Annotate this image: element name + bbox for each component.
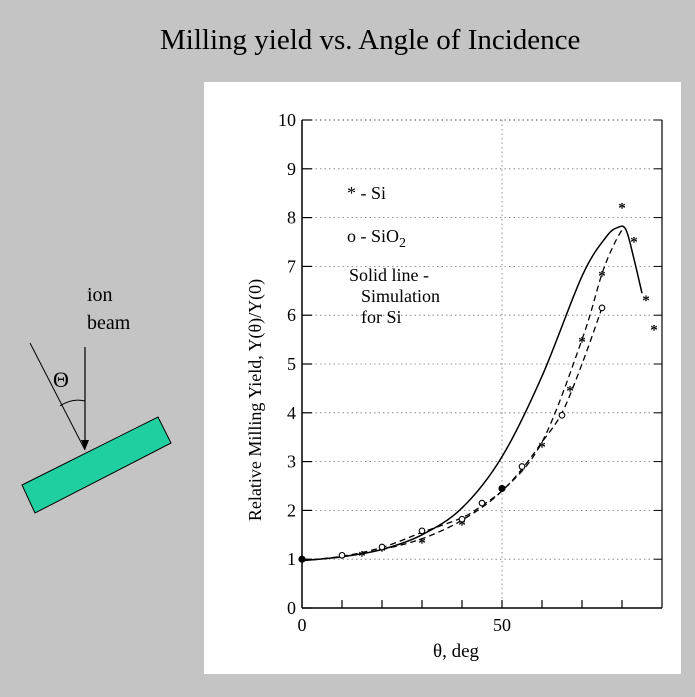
point-filled-1-6 xyxy=(498,484,506,492)
point-si-2: * xyxy=(358,548,366,564)
y-tick-label-7: 7 xyxy=(287,256,296,276)
y-tick-label-10: 10 xyxy=(278,110,296,130)
y-tick-label-1: 1 xyxy=(287,549,296,569)
data-points: ************* xyxy=(298,200,658,566)
point-si-13: * xyxy=(642,293,650,309)
y-axis-label: Relative Milling Yield, Y(θ)/Y(0) xyxy=(245,279,266,521)
angle-arc xyxy=(59,399,86,407)
curve-dashed-4 xyxy=(301,307,603,562)
x-tick-label-50: 50 xyxy=(493,615,511,635)
point-si-3: * xyxy=(378,543,386,559)
point-si-5: * xyxy=(458,518,466,534)
chart-panel: 0 1 2 3 4 5 6 7 8 9 10 0 50 ************* θ, deg Rel… xyxy=(204,82,681,674)
ion-label: ion xyxy=(87,284,113,306)
point-si-12: * xyxy=(630,235,638,251)
x-tick-label-0: 0 xyxy=(298,615,307,635)
y-tick-label-5: 5 xyxy=(287,354,296,374)
point-si-14: * xyxy=(650,322,658,338)
point-si-10: * xyxy=(598,269,606,285)
point-sio2-5 xyxy=(478,499,486,507)
point-sio2-8 xyxy=(558,411,566,419)
point-filled-1-0 xyxy=(298,555,306,563)
ion-beam-line xyxy=(29,342,86,451)
point-sio2-3 xyxy=(418,527,426,535)
legend-si: * - Si xyxy=(347,183,386,203)
point-si-8: * xyxy=(566,383,574,399)
legend-sio2: o - SiO2 xyxy=(347,226,406,251)
point-si-7: * xyxy=(538,440,546,456)
point-si-4: * xyxy=(418,536,426,552)
substrate-slab xyxy=(21,416,172,514)
point-sio2-2 xyxy=(378,543,386,551)
x-axis-label: θ, deg xyxy=(433,641,480,662)
legend-solid-line-2: Simulation xyxy=(361,286,440,306)
y-tick-label-8: 8 xyxy=(287,208,296,228)
point-si-11: * xyxy=(618,200,626,216)
angle-symbol: Θ xyxy=(53,367,69,392)
y-tick-label-3: 3 xyxy=(287,452,296,472)
beam-label: beam xyxy=(87,312,131,334)
legend-sio2-subscript: 2 xyxy=(399,236,406,251)
y-tick-label-9: 9 xyxy=(287,159,296,179)
point-sio2-9 xyxy=(598,304,606,312)
point-sio2-1 xyxy=(338,551,346,559)
ion-beam-diagram: Θ ion beam xyxy=(0,270,200,530)
arrow-head-icon xyxy=(81,440,89,450)
y-tick-label-6: 6 xyxy=(287,305,296,325)
y-tick-label-0: 0 xyxy=(287,598,296,618)
y-tick-label-4: 4 xyxy=(287,403,296,423)
point-sio2-7 xyxy=(518,463,526,470)
legend-solid-line-1: Solid line - xyxy=(349,265,429,285)
slide-title: Milling yield vs. Angle of Incidence xyxy=(160,24,581,56)
legend-sio2-text: o - SiO xyxy=(347,226,399,246)
y-tick-label-2: 2 xyxy=(287,500,296,520)
point-si-9: * xyxy=(578,335,586,351)
milling-yield-chart: 0 1 2 3 4 5 6 7 8 9 10 0 50 ************* θ, deg Rel… xyxy=(245,110,663,662)
legend-solid-line-3: for Si xyxy=(361,307,402,327)
ticks: 0 1 2 3 4 5 6 7 8 9 10 0 50 xyxy=(278,110,662,635)
point-sio2-4 xyxy=(458,515,466,523)
